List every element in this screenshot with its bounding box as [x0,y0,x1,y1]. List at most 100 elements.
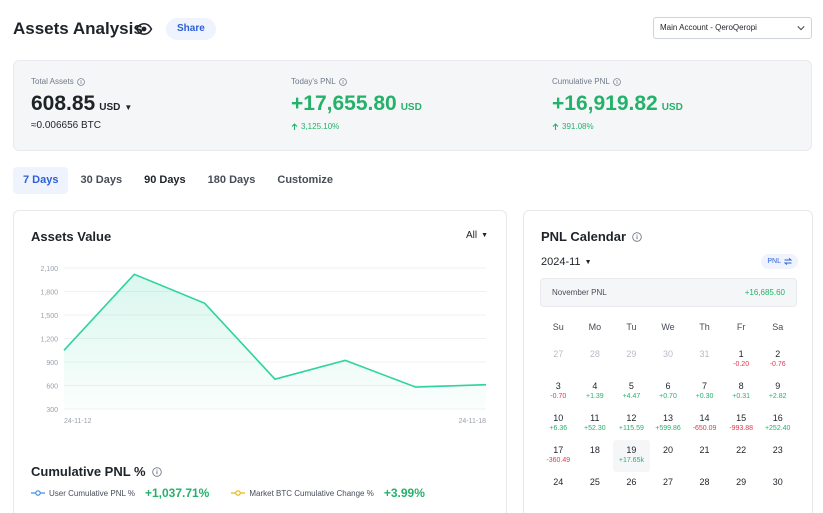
cumulative-pnl-label: Cumulative PNL [552,77,610,86]
tab-90-days[interactable]: 90 Days [144,174,186,186]
day-pnl: +1.39 [585,393,604,400]
day-number: 27 [553,349,564,359]
day-number: 30 [772,477,783,487]
calendar-day[interactable]: 15 -993.88 [723,408,760,440]
calendar-day[interactable]: 6 +0.70 [650,376,687,408]
day-number: 28 [699,477,710,487]
calendar-day[interactable]: 4 +1.39 [577,376,614,408]
share-button[interactable]: Share [166,18,216,40]
calendar-day[interactable]: 24 [540,472,577,504]
day-number: 30 [662,349,673,359]
calendar-day[interactable]: 13 +599.86 [650,408,687,440]
calendar-week: 27 28 29 30 31 1 -0.20 2 -0.76 [540,344,796,376]
pnl-toggle-button[interactable]: PNL [761,254,798,269]
account-select[interactable]: Main Account - QeroQeropi [653,17,812,39]
calendar-day[interactable]: 16 +252.40 [759,408,796,440]
calendar-day[interactable]: 1 -0.20 [723,344,760,376]
day-number: 20 [662,445,673,455]
calendar-day[interactable]: 5 +4.47 [613,376,650,408]
day-number: 10 [553,413,564,423]
calendar-day[interactable]: 2 -0.76 [759,344,796,376]
day-number: 31 [699,349,710,359]
calendar-day[interactable]: 27 [650,472,687,504]
day-pnl: +52.30 [584,425,606,432]
calendar-day[interactable]: 14 -650.09 [686,408,723,440]
calendar-day: 29 [613,344,650,376]
day-number: 9 [775,381,781,391]
day-pnl: +0.30 [695,393,714,400]
weekday-label: Mo [588,322,602,332]
tab-7-days[interactable]: 7 Days [13,167,69,194]
chevron-down-icon [797,26,805,31]
y-tick-label: 1,800 [40,290,58,297]
info-icon[interactable] [151,466,162,477]
day-number: 3 [555,381,561,391]
day-number: 5 [628,381,634,391]
range-select-value: All [465,230,478,241]
calendar-week: 24 25 26 27 28 29 30 [540,472,796,504]
info-icon[interactable] [613,77,621,86]
total-assets-unit[interactable]: USD [99,102,121,113]
calendar-day[interactable]: 20 [650,440,687,472]
calendar-day[interactable]: 3 -0.70 [540,376,577,408]
todays-pnl-change: 3,125.10% [301,122,340,131]
day-number: 14 [699,413,710,423]
weekday-label: Fr [736,322,746,332]
calendar-day[interactable]: 29 [723,472,760,504]
calendar-day[interactable]: 12 +115.59 [613,408,650,440]
day-number: 17 [553,445,564,455]
market-series-value: +3.99% [383,486,425,500]
arrow-up-icon [291,122,298,130]
user-series-value: +1,037.71% [144,486,210,500]
calendar-day[interactable]: 25 [577,472,614,504]
calendar-day[interactable]: 7 +0.30 [686,376,723,408]
weekday-label: Tu [626,322,637,332]
cumulative-pnl-value: +16,919.82 [552,92,658,115]
chart-area [64,274,486,409]
calendar-day[interactable]: 30 [759,472,796,504]
tab-180-days[interactable]: 180 Days [207,174,256,186]
caret-down-icon[interactable]: ▼ [124,103,133,112]
y-tick-label: 300 [46,407,58,414]
day-number: 25 [589,477,600,487]
day-number: 4 [592,381,598,391]
day-number: 16 [772,413,783,423]
cumulative-pnl-section: Cumulative PNL % [31,464,162,479]
eye-icon[interactable] [135,20,153,38]
month-select[interactable]: 2024-11 ▼ [541,256,592,268]
caret-down-icon: ▼ [481,232,488,239]
calendar-day[interactable]: 9 +2.82 [759,376,796,408]
calendar-day[interactable]: 21 [686,440,723,472]
day-number: 21 [699,445,710,455]
calendar-day: 28 [577,344,614,376]
calendar-day[interactable]: 11 +52.30 [577,408,614,440]
day-pnl: -0.20 [733,361,750,368]
calendar-day[interactable]: 28 [686,472,723,504]
cumulative-pnl-unit: USD [661,102,683,113]
tab-30-days[interactable]: 30 Days [80,174,123,186]
pnl-toggle-label: PNL [767,258,781,265]
calendar-day: 30 [650,344,687,376]
calendar-day[interactable]: 22 [723,440,760,472]
info-icon[interactable] [76,77,85,86]
calendar-day[interactable]: 26 [613,472,650,504]
tab-customize[interactable]: Customize [277,174,334,186]
calendar-day[interactable]: 10 +6.36 [540,408,577,440]
calendar-day[interactable]: 23 [759,440,796,472]
calendar-day[interactable]: 19 +17.65k [613,440,650,472]
day-number: 18 [589,445,600,455]
info-icon[interactable] [338,77,347,86]
calendar-day[interactable]: 8 +0.31 [723,376,760,408]
cumulative-pnl-title: Cumulative PNL % [31,464,146,479]
range-select[interactable]: All ▼ [466,230,488,241]
x-tick-label: 24-11-12 [64,418,92,425]
info-icon[interactable] [632,231,642,242]
calendar-day[interactable]: 17 -360.49 [540,440,577,472]
total-assets-stat: Total Assets 608.85 USD ▼ ≈0.006656 BTC [31,77,132,131]
day-number: 8 [738,381,744,391]
todays-pnl-value: +17,655.80 [291,92,397,115]
month-pnl-value: +16,685.60 [744,288,785,297]
total-assets-value: 608.85 [31,92,96,115]
calendar-day[interactable]: 18 [577,440,614,472]
calendar-week: 17 -360.49 18 19 +17.65k 20 21 22 23 [540,440,796,472]
